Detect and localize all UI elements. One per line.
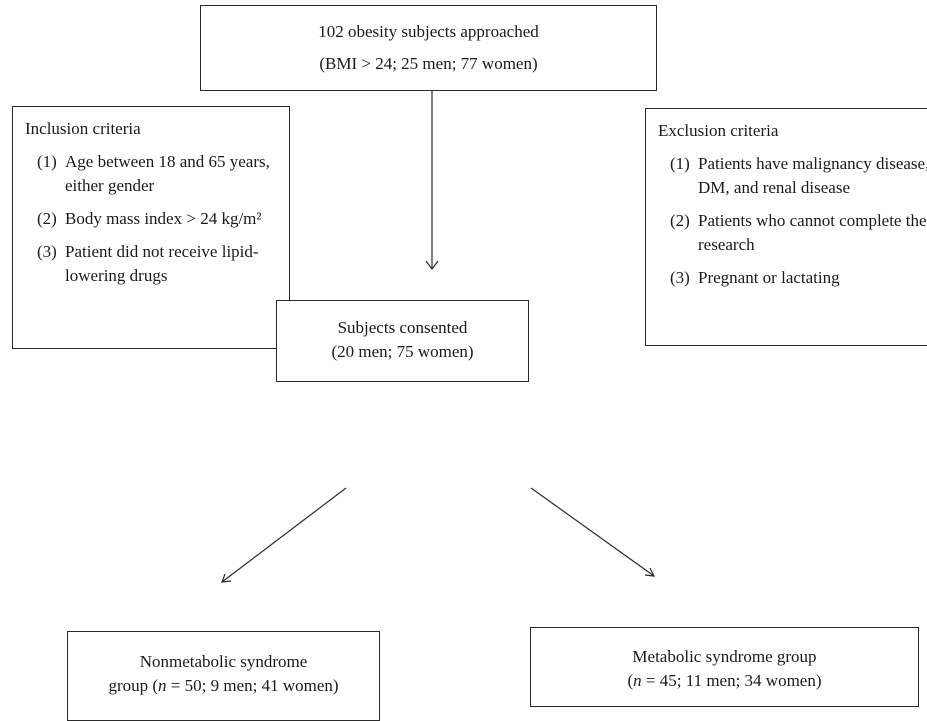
approached-box: 102 obesity subjects approached (BMI > 2… (200, 5, 657, 91)
inclusion-item: (3) Patient did not receive lipid-loweri… (25, 240, 289, 288)
approached-title: 102 obesity subjects approached (318, 22, 539, 41)
consented-box: Subjects consented (20 men; 75 women) (276, 300, 529, 382)
exclusion-item-text: Patients have malignancy disease, DM, an… (698, 154, 927, 197)
nonmetabolic-group-box: Nonmetabolic syndrome group (n = 50; 9 m… (67, 631, 380, 721)
consented-details: (20 men; 75 women) (331, 342, 474, 361)
exclusion-item: (1) Patients have malignancy disease, DM… (658, 152, 927, 200)
metabolic-details: (n = 45; 11 men; 34 women) (531, 669, 918, 693)
inclusion-item-text: Body mass index > 24 kg/m² (65, 209, 262, 228)
exclusion-criteria-box: Exclusion criteria (1) Patients have mal… (645, 108, 927, 346)
inclusion-item-number: (1) (37, 152, 57, 171)
nonmetabolic-details: group (n = 50; 9 men; 41 women) (68, 674, 379, 698)
arrowhead-nonmetabolic (221, 573, 232, 583)
inclusion-title: Inclusion criteria (25, 119, 141, 138)
exclusion-item-number: (2) (670, 211, 690, 230)
metabolic-group-box: Metabolic syndrome group (n = 45; 11 men… (530, 627, 919, 707)
arrow-consent-to-metabolic (530, 487, 655, 577)
metabolic-n-symbol: n (633, 671, 642, 690)
nonmetabolic-details-suffix: = 50; 9 men; 41 women) (166, 676, 339, 695)
exclusion-item-number: (1) (670, 154, 690, 173)
inclusion-item-text: Age between 18 and 65 years, either gend… (65, 152, 270, 195)
exclusion-item-number: (3) (670, 268, 690, 287)
inclusion-item-number: (3) (37, 242, 57, 261)
exclusion-title: Exclusion criteria (658, 121, 779, 140)
metabolic-details-suffix: = 45; 11 men; 34 women) (641, 671, 822, 690)
inclusion-criteria-box: Inclusion criteria (1) Age between 18 an… (12, 106, 290, 349)
inclusion-item: (2) Body mass index > 24 kg/m² (25, 207, 289, 231)
nonmetabolic-title: Nonmetabolic syndrome (139, 652, 308, 671)
inclusion-list: (1) Age between 18 and 65 years, either … (25, 150, 289, 288)
exclusion-list: (1) Patients have malignancy disease, DM… (658, 152, 927, 290)
nonmetabolic-details-prefix: group ( (108, 676, 159, 695)
nonmetabolic-n-symbol: n (158, 676, 167, 695)
inclusion-item: (1) Age between 18 and 65 years, either … (25, 150, 289, 198)
inclusion-item-number: (2) (37, 209, 57, 228)
exclusion-item-text: Patients who cannot complete the researc… (698, 211, 927, 254)
approached-details: (BMI > 24; 25 men; 77 women) (319, 54, 538, 73)
exclusion-item: (3) Pregnant or lactating (658, 266, 927, 290)
exclusion-item-text: Pregnant or lactating (698, 268, 840, 287)
metabolic-title: Metabolic syndrome group (632, 647, 817, 666)
consented-title: Subjects consented (337, 318, 468, 337)
arrow-consent-to-nonmetabolic (221, 487, 347, 583)
arrowhead-metabolic (644, 567, 656, 577)
arrowhead-consent (425, 260, 439, 270)
inclusion-item-text: Patient did not receive lipid-lowering d… (65, 242, 259, 285)
metabolic-details-prefix: ( (627, 671, 634, 690)
exclusion-item: (2) Patients who cannot complete the res… (658, 209, 927, 257)
